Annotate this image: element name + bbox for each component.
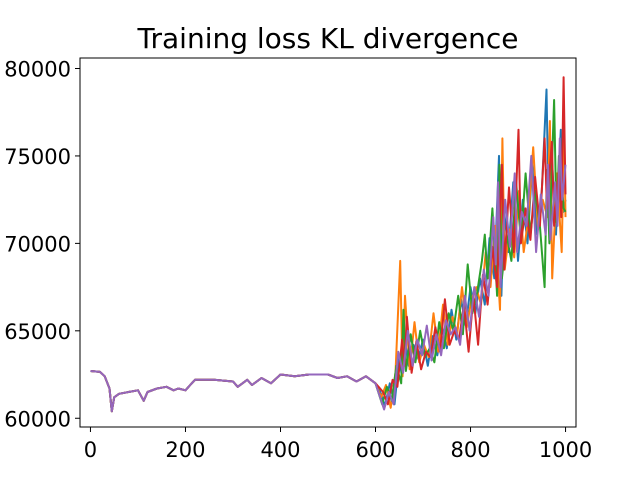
- x-tick-label: 200: [165, 438, 205, 462]
- y-tick-label: 65000: [4, 320, 71, 344]
- y-tick-label: 70000: [4, 232, 71, 256]
- y-axis: 60000 65000 70000 75000 80000: [4, 57, 80, 431]
- x-tick-label: 800: [450, 438, 490, 462]
- series-layer: [90, 76, 567, 413]
- x-tick-label: 1000: [539, 438, 592, 462]
- y-tick-label: 80000: [4, 57, 71, 81]
- y-tick-label: 60000: [4, 407, 71, 431]
- y-tick-label: 75000: [4, 145, 71, 169]
- x-axis: 0 200 400 600 800 1000: [84, 427, 592, 462]
- x-tick-label: 0: [84, 438, 97, 462]
- series-line-5: [90, 137, 567, 413]
- plot-frame: [79, 57, 577, 428]
- x-tick-label: 400: [260, 438, 300, 462]
- x-tick-label: 600: [355, 438, 395, 462]
- chart-title: Training loss KL divergence: [137, 22, 519, 55]
